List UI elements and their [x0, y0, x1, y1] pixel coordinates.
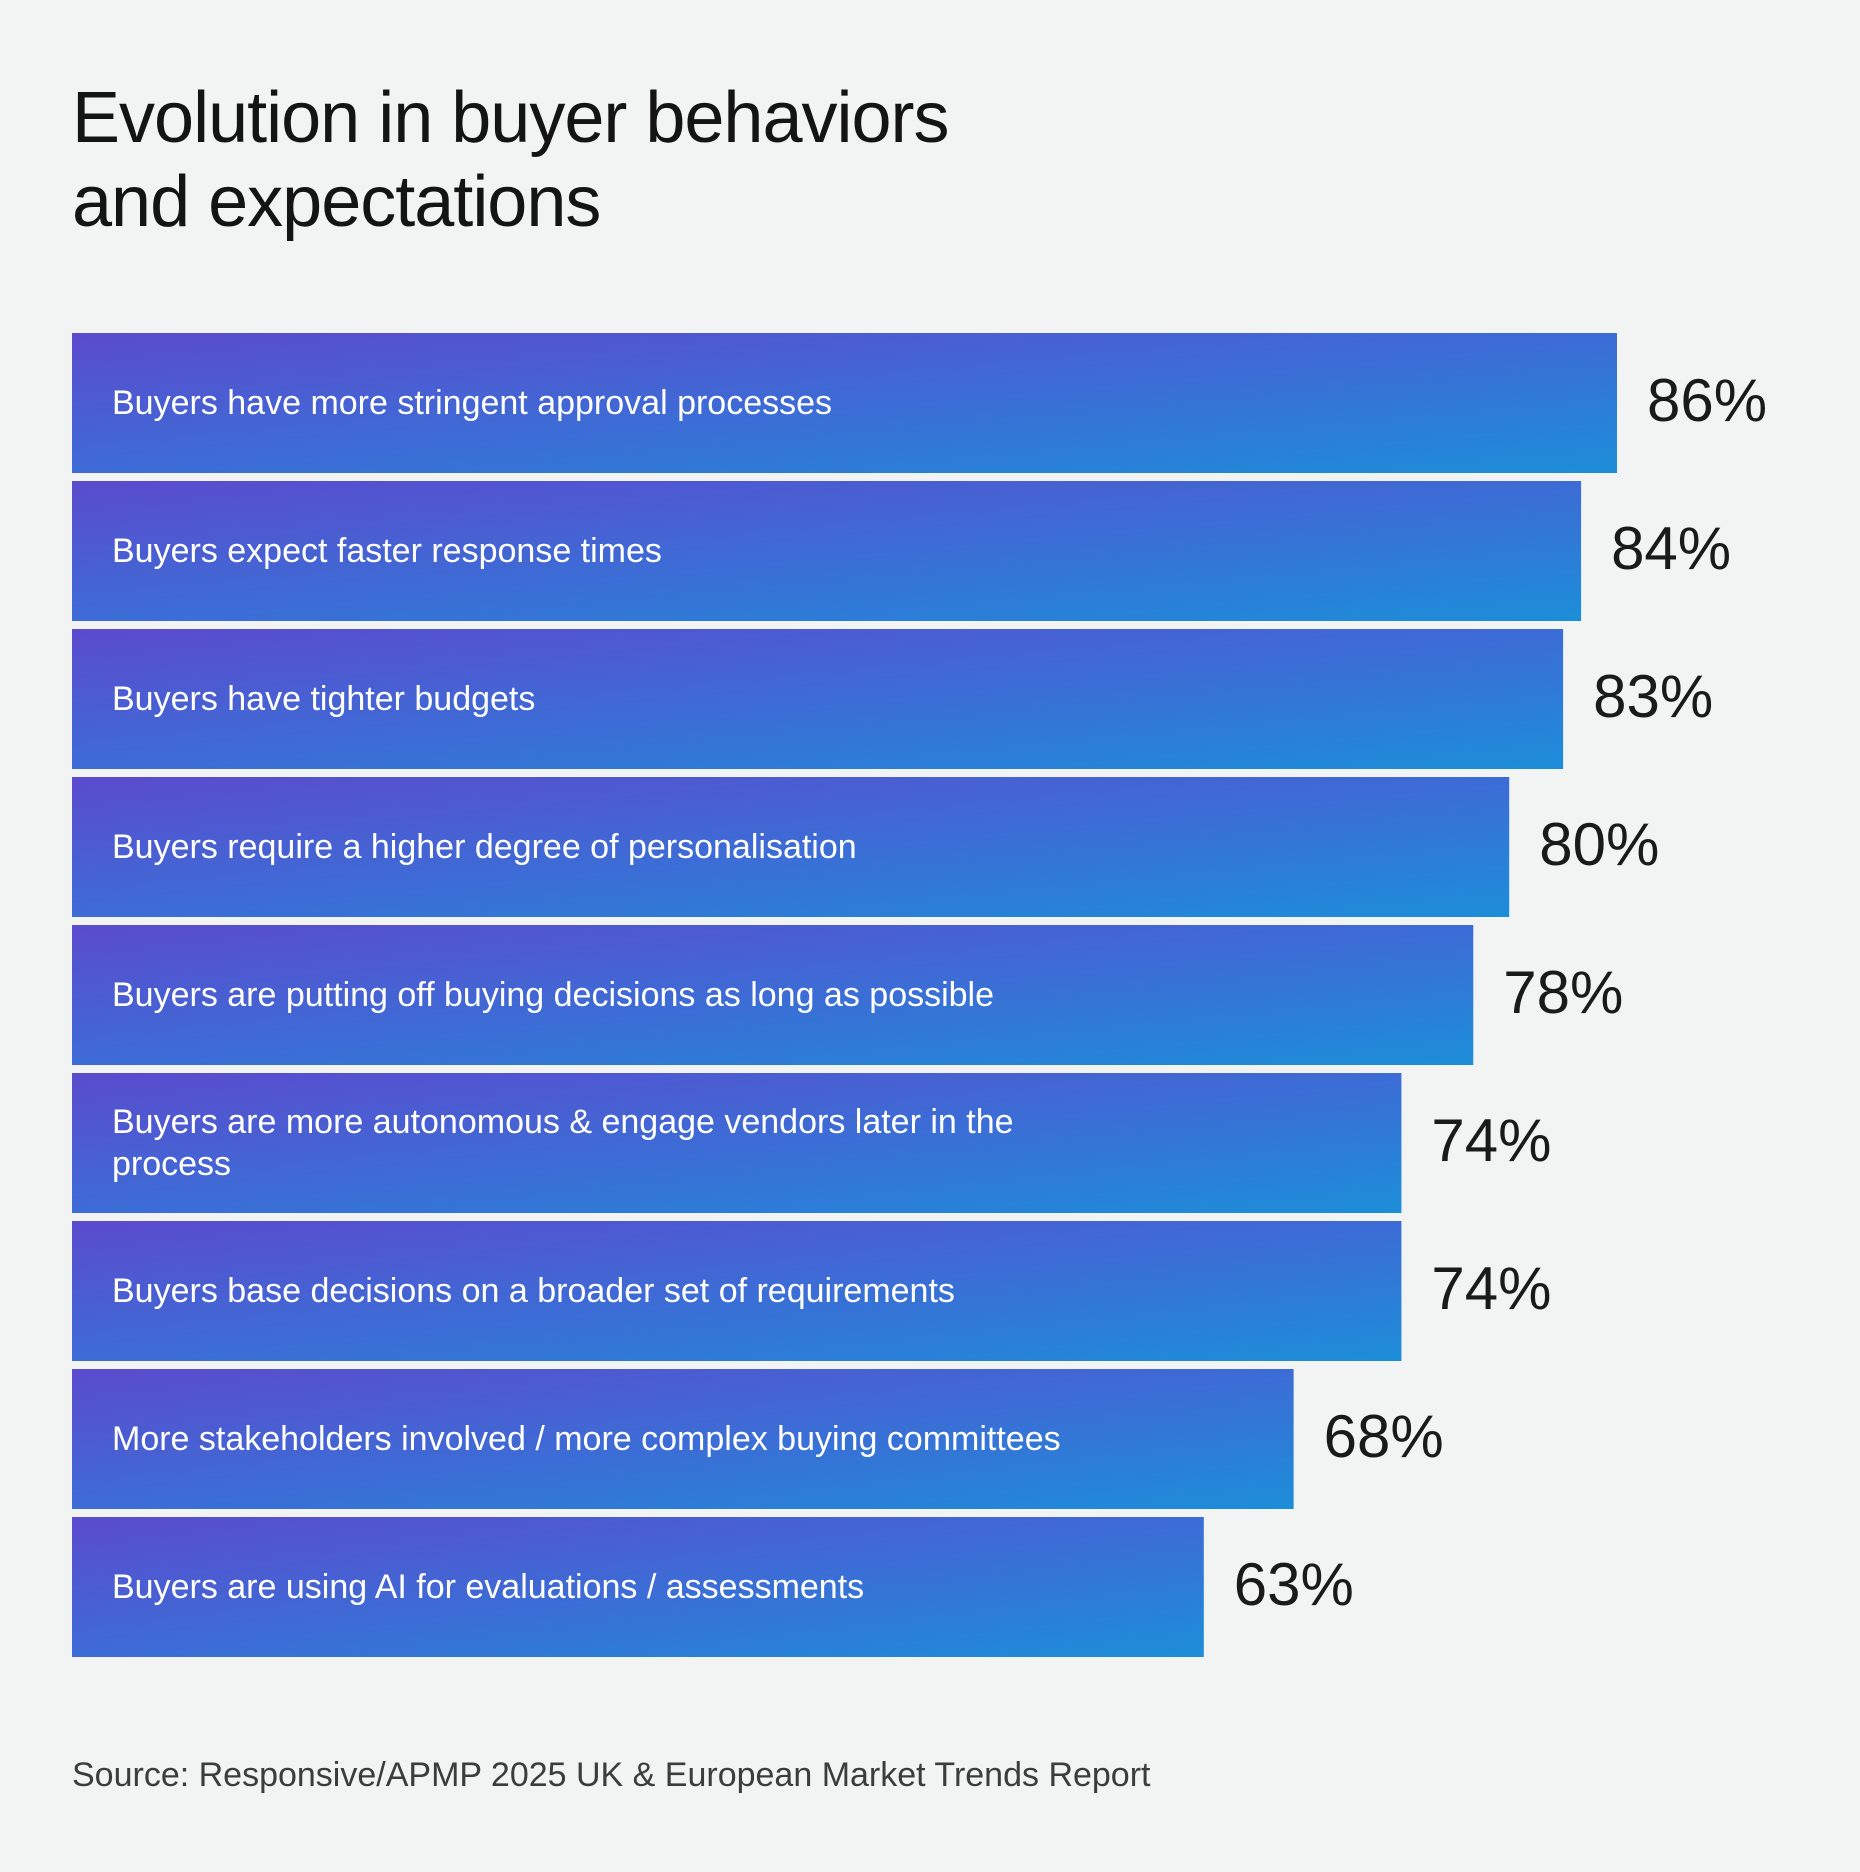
bar-9: [72, 1517, 1204, 1657]
bar-value-label-8: 68%: [1323, 1403, 1444, 1470]
bar-value-label-7: 74%: [1431, 1255, 1552, 1322]
bar-value-label-4: 80%: [1539, 811, 1660, 878]
bar-3: [72, 629, 1564, 769]
bar-value-label-9: 63%: [1233, 1551, 1354, 1618]
bar-4: [72, 777, 1510, 917]
bar-value-label-6: 74%: [1431, 1107, 1552, 1174]
bar-5: [72, 925, 1474, 1065]
chart-title-line-1: Evolution in buyer behaviors: [72, 78, 950, 158]
bar-value-label-5: 78%: [1503, 959, 1624, 1026]
bar-7: [72, 1221, 1402, 1361]
bar-2: [72, 481, 1582, 621]
bars-group: [72, 333, 1617, 1657]
chart-title: Evolution in buyer behaviors and expecta…: [72, 76, 1172, 244]
source-note: Source: Responsive/APMP 2025 UK & Europe…: [72, 1756, 1151, 1794]
bar-value-label-2: 84%: [1611, 515, 1732, 582]
bar-8: [72, 1369, 1294, 1509]
chart-title-line-2: and expectations: [72, 162, 601, 242]
bar-value-label-1: 86%: [1647, 367, 1768, 434]
bar-6: [72, 1073, 1402, 1213]
bar-value-label-3: 83%: [1593, 663, 1714, 730]
bar-1: [72, 333, 1617, 473]
